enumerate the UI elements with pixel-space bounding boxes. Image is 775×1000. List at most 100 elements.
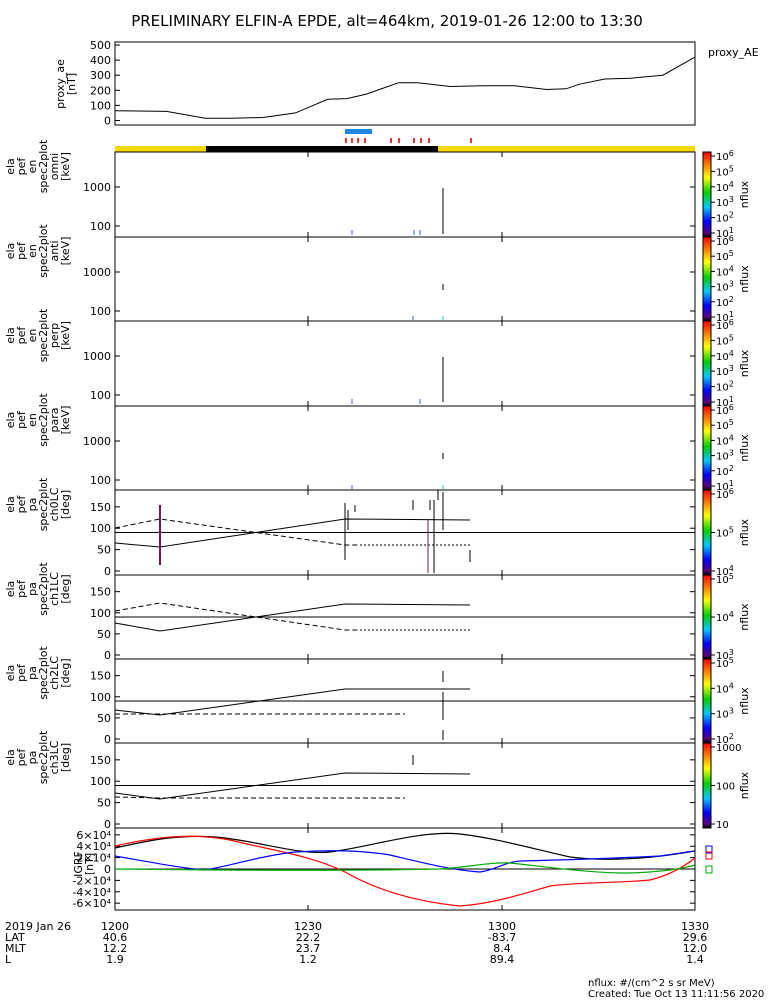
plot-title: PRELIMINARY ELFIN-A EPDE, alt=464km, 201… (131, 12, 643, 30)
row-label-date: 2019 Jan 26 (5, 920, 71, 933)
colorbar (702, 489, 712, 576)
panel-frame (114, 151, 696, 238)
colorbar-tick-label: 104 (716, 180, 734, 194)
ch0lc-lines (114, 490, 471, 573)
panel-ylabel: elapefpaspec2plotch0LC[deg] (4, 477, 72, 531)
panel-ytick-label: 100 (90, 474, 111, 487)
colorbar-tick-label: 100 (716, 782, 735, 793)
colorbar-tick-label: 1000 (716, 743, 741, 754)
colorbar-tick-label: 102 (716, 380, 734, 394)
panel-ytick-label: 100 (90, 691, 111, 704)
panel-ylabel: IGRF[nT] (72, 851, 96, 877)
colorbar-tick-label: 101 (716, 479, 734, 493)
panel-ytick-label: 4×10⁴ (76, 840, 111, 853)
proxy-ae-legend: proxy_AE (708, 46, 759, 59)
colorbar-tick-label: 103 (716, 449, 734, 463)
panel-ytick-label: 100 (90, 775, 111, 788)
ch2lc-lines (114, 671, 470, 740)
colorbar-tick-label: 101 (716, 310, 734, 324)
colorbar-label: nflux (738, 434, 751, 462)
colorbar (702, 658, 712, 744)
colorbar (702, 236, 712, 322)
row-label-lat: LAT (5, 931, 25, 944)
panel-ytick-label: 50 (97, 712, 111, 725)
l-value-4: 1.4 (686, 953, 704, 966)
panel-ytick-label: 1000 (83, 350, 111, 363)
night-bar (206, 146, 438, 152)
time-axis: 2019 Jan 26 LAT MLT L 1200 1230 1300 133… (5, 920, 709, 966)
colorbar-tick-label: 105 (716, 249, 734, 263)
colorbar (702, 320, 712, 407)
colorbar-tick-label: 106 (716, 149, 734, 163)
colorbar-label: nflux (738, 180, 751, 208)
colorbar-tick-label: 10 (716, 820, 729, 831)
panel-ytick-label: -6×10⁴ (72, 897, 111, 910)
igrf-total-line (114, 832, 696, 860)
proxy-ae-series-line (114, 56, 696, 119)
l-value-3: 89.4 (490, 953, 515, 966)
panel-ylabel: elapefenspec2plotperp[keV] (4, 308, 72, 362)
panel-ylabel: elapefpaspec2plotch3LC[deg] (4, 730, 72, 784)
igrf-curves (114, 832, 696, 907)
igrf-y-line (114, 862, 696, 874)
panel-ytick-label: 150 (90, 754, 111, 767)
spectra-marks (351, 188, 444, 489)
panel-ytick-label: 1000 (83, 435, 111, 448)
colorbar-tick-label: 105 (716, 333, 734, 347)
colorbars: 106105104103102101nflux10610510410310210… (702, 149, 751, 831)
panel-ylabel: elapefenspec2plotpara[keV] (4, 393, 72, 447)
colorbar-tick-label: 105 (716, 656, 734, 670)
orbit-markers (115, 129, 695, 152)
colorbar-tick-label: 103 (716, 364, 734, 378)
colorbar-tick-label: 102 (716, 732, 734, 746)
panel-ytick-label: 50 (97, 628, 111, 641)
colorbar-tick-label: 104 (716, 564, 734, 578)
panel-ytick-label: 100 (90, 607, 111, 620)
colorbar-tick-label: 103 (716, 707, 734, 721)
colorbar-tick-label: 104 (716, 433, 734, 447)
panel-ytick-label: 0 (104, 733, 111, 746)
time-tick-1230: 1230 (294, 920, 322, 933)
mlt-value-2: 23.7 (296, 942, 321, 955)
mlt-value-3: 8.4 (493, 942, 511, 955)
colorbar-tick-label: 102 (716, 211, 734, 225)
panel-ytick-label: 0 (104, 565, 111, 578)
panel-ytick-label: 0 (104, 863, 111, 876)
colorbar-tick-label: 102 (716, 464, 734, 478)
panel-ytick-label: 1000 (83, 181, 111, 194)
day-bar-right (438, 146, 695, 152)
mlt-value-1: 12.2 (103, 942, 128, 955)
ae-ytick-label: 100 (90, 99, 111, 112)
panel-ytick-label: 100 (90, 220, 111, 233)
colorbar-tick-label: 106 (716, 487, 734, 501)
day-bar-left (115, 146, 206, 152)
igrf-z-line (114, 835, 696, 907)
panel-ytick-label: 0 (104, 649, 111, 662)
panel-ylabel: elapefpaspec2plotch2LC[deg] (4, 646, 72, 700)
colorbar-tick-label: 104 (716, 681, 734, 695)
ae-ytick-label: 400 (90, 54, 111, 67)
lat-value-4: 29.6 (683, 931, 708, 944)
footer-created: Created: Tue Oct 13 11:11:56 2020 (588, 989, 764, 1000)
colorbar-tick-label: 103 (716, 648, 734, 662)
panel-frame (114, 236, 696, 322)
panel-ylabel: elapefenspec2plotanti[keV] (4, 224, 72, 278)
panel-frame (114, 320, 696, 407)
colorbar-tick-label: 104 (716, 610, 734, 624)
lat-value-1: 40.6 (103, 931, 128, 944)
time-tick-1300: 1300 (488, 920, 516, 933)
colorbar-tick-label: 102 (716, 295, 734, 309)
colorbar-label: nflux (738, 518, 751, 546)
panel-ytick-label: -4×10⁴ (72, 886, 111, 899)
panel-ytick-label: 100 (90, 389, 111, 402)
colorbar-tick-label: 105 (716, 164, 734, 178)
panel-ytick-label: 150 (90, 586, 111, 599)
proxy-ae-ylabel: proxy_ae[nT] (54, 59, 78, 109)
colorbar-label: nflux (738, 603, 751, 631)
row-label-mlt: MLT (5, 942, 26, 955)
colorbar-tick-label: 105 (716, 526, 734, 540)
panel-ytick-label: 0 (104, 818, 111, 831)
colorbar-tick-label: 105 (716, 572, 734, 586)
ae-ytick-label: 200 (90, 84, 111, 97)
colorbar (702, 151, 712, 238)
